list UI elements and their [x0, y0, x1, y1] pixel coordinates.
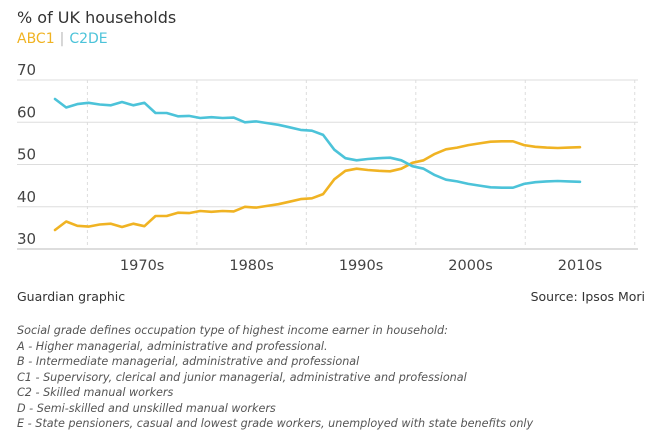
source-label: Source: Ipsos Mori	[530, 289, 645, 304]
y-tick-label: 70	[17, 61, 36, 79]
footnote-line: C2 - Skilled manual workers	[17, 386, 174, 399]
legend-item-abc1: ABC1	[17, 31, 55, 47]
footnote-line: Social grade defines occupation type of …	[17, 324, 448, 337]
y-tick-label: 30	[17, 230, 36, 248]
chart-legend: ABC1 | C2DE	[17, 31, 108, 47]
footnote-block: Social grade defines occupation type of …	[17, 323, 533, 432]
footnote-line: B - Intermediate managerial, administrat…	[17, 355, 360, 368]
line-chart: 30 40 50 60 70 1970s 1980s 1990s 2000s 2010s	[17, 61, 638, 274]
footnote-line: C1 - Supervisory, clerical and junior ma…	[17, 370, 467, 384]
legend-item-c2de: C2DE	[69, 31, 108, 47]
x-tick-label: 2010s	[558, 258, 602, 274]
x-tick-label: 2000s	[448, 258, 492, 274]
series-line-abc1	[53, 140, 582, 232]
x-tick-label: 1970s	[120, 258, 164, 274]
y-tick-label: 60	[17, 103, 36, 121]
graphic-credit: Guardian graphic	[17, 289, 126, 304]
series-line-c2de	[53, 97, 582, 189]
y-tick-label: 50	[17, 146, 36, 164]
chart-title: % of UK households	[17, 8, 177, 27]
y-tick-label: 40	[17, 188, 36, 206]
footnote-line: E - State pensioners, casual and lowest …	[17, 417, 534, 430]
footnote-line: D - Semi-skilled and unskilled manual wo…	[17, 401, 276, 415]
legend-separator: |	[59, 31, 65, 47]
x-tick-label: 1990s	[339, 258, 383, 274]
footnote-line: A - Higher managerial, administrative an…	[17, 339, 328, 353]
x-tick-label: 1980s	[229, 258, 273, 274]
